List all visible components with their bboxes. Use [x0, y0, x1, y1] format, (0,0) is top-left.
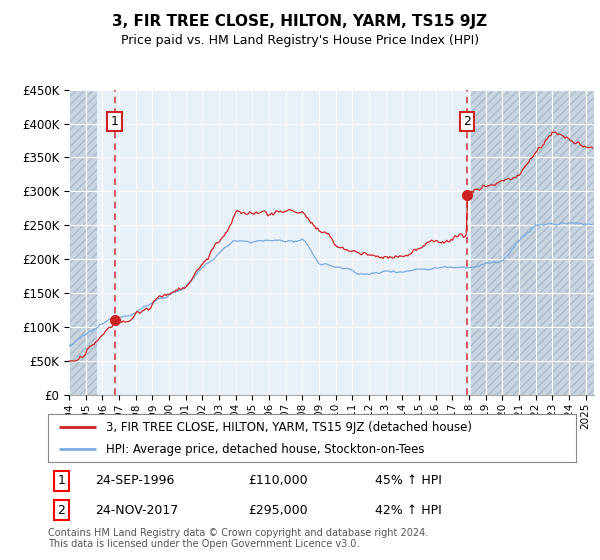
Text: 24-NOV-2017: 24-NOV-2017 — [95, 503, 179, 516]
Text: 1: 1 — [110, 115, 118, 128]
Text: 2: 2 — [57, 503, 65, 516]
Text: 3, FIR TREE CLOSE, HILTON, YARM, TS15 9JZ (detached house): 3, FIR TREE CLOSE, HILTON, YARM, TS15 9J… — [106, 421, 472, 434]
Text: 2: 2 — [463, 115, 471, 128]
Text: 3, FIR TREE CLOSE, HILTON, YARM, TS15 9JZ: 3, FIR TREE CLOSE, HILTON, YARM, TS15 9J… — [112, 14, 488, 29]
Text: 1: 1 — [57, 474, 65, 487]
Text: 45% ↑ HPI: 45% ↑ HPI — [376, 474, 442, 487]
Text: HPI: Average price, detached house, Stockton-on-Tees: HPI: Average price, detached house, Stoc… — [106, 442, 425, 456]
Text: Contains HM Land Registry data © Crown copyright and database right 2024.
This d: Contains HM Land Registry data © Crown c… — [48, 528, 428, 549]
Text: £110,000: £110,000 — [248, 474, 308, 487]
Text: £295,000: £295,000 — [248, 503, 308, 516]
Bar — [470, 90, 594, 395]
Text: 42% ↑ HPI: 42% ↑ HPI — [376, 503, 442, 516]
Text: Price paid vs. HM Land Registry's House Price Index (HPI): Price paid vs. HM Land Registry's House … — [121, 34, 479, 46]
Bar — [69, 90, 97, 395]
Text: 24-SEP-1996: 24-SEP-1996 — [95, 474, 175, 487]
